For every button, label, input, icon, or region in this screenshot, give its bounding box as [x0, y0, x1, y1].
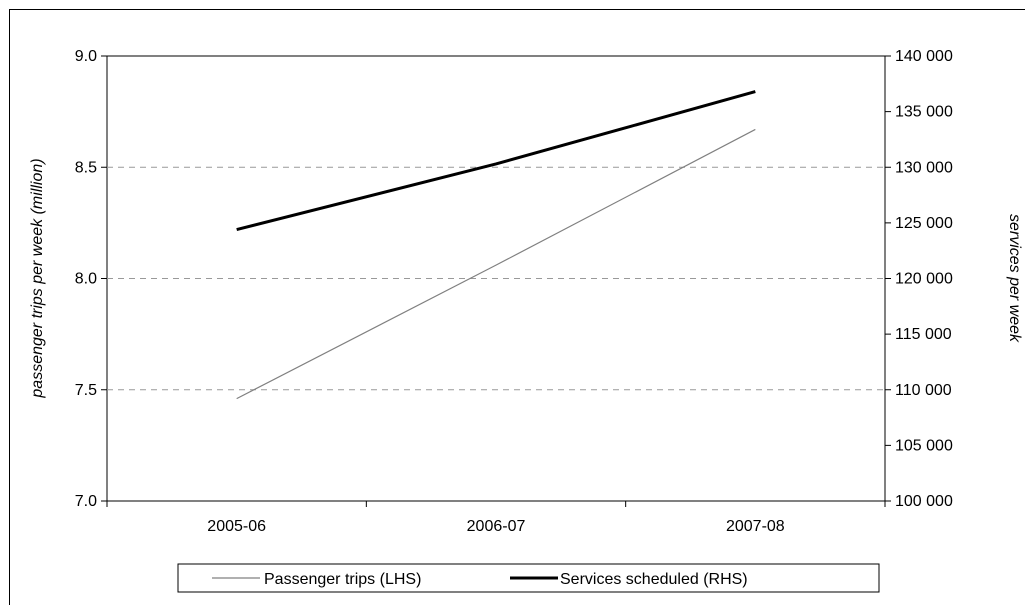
y-right-tick-label: 110 000	[895, 382, 952, 399]
y-axis-right-title: services per week	[1006, 214, 1023, 343]
y-axis-left-title: passenger trips per week (million)	[29, 158, 46, 398]
y-left-tick-label: 9.0	[75, 48, 97, 65]
y-right-tick-label: 130 000	[895, 159, 953, 176]
y-right-tick-label: 115 000	[895, 326, 952, 343]
legend: Passenger trips (LHS) Services scheduled…	[178, 564, 879, 592]
y-right-tick-label: 135 000	[895, 104, 953, 121]
y-left-tick-label: 7.0	[75, 493, 97, 510]
legend-label-passenger-trips: Passenger trips (LHS)	[264, 571, 421, 588]
x-tick-label: 2006-07	[467, 518, 526, 535]
y-right-tick-label: 100 000	[895, 493, 953, 510]
legend-label-services-scheduled: Services scheduled (RHS)	[560, 571, 748, 588]
y-right-tick-label: 120 000	[895, 271, 953, 288]
x-tick-label: 2005-06	[207, 518, 266, 535]
x-tick-label: 2007-08	[726, 518, 785, 535]
y-right-tick-label: 105 000	[895, 437, 953, 454]
y-left-tick-label: 8.0	[75, 271, 97, 288]
y-right-tick-label: 140 000	[895, 48, 953, 65]
y-right-tick-label: 125 000	[895, 215, 953, 232]
y-left-tick-label: 7.5	[75, 382, 97, 399]
y-left-tick-label: 8.5	[75, 159, 97, 176]
